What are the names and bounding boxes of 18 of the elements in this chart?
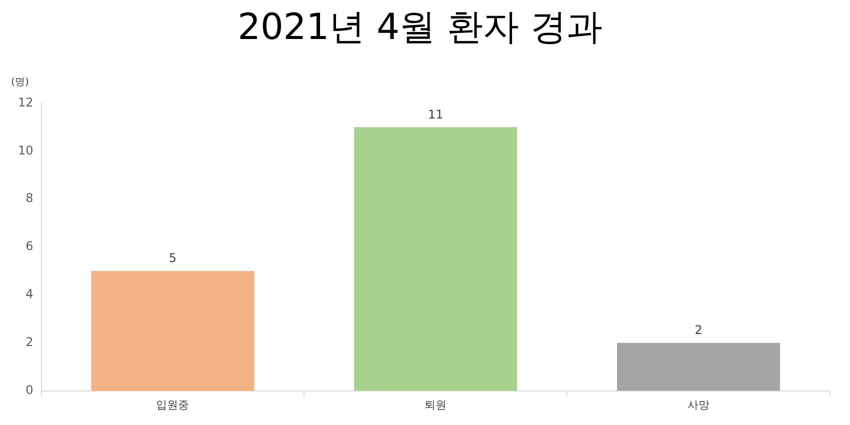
y-axis-title: (명) (11, 76, 29, 88)
x-tick-label: 사망 (688, 398, 710, 412)
bar (91, 270, 254, 391)
y-tick-label: 0 (26, 382, 34, 397)
data-label: 2 (694, 322, 702, 337)
data-label: 5 (168, 251, 177, 266)
y-tick-label: 2 (26, 334, 34, 349)
bar (617, 342, 780, 391)
y-tick-label: 4 (26, 287, 34, 302)
x-tick-label: 입원중 (156, 398, 190, 412)
y-tick-label: 8 (26, 191, 34, 206)
y-tick-label: 6 (26, 239, 34, 254)
data-label: 11 (428, 107, 444, 122)
y-tick-label: 10 (18, 143, 34, 158)
x-tick-label: 퇴원 (424, 398, 447, 412)
chart-title: 2021년 4월 환자 경과 (238, 6, 602, 48)
y-tick-label: 12 (18, 95, 34, 110)
bar (354, 127, 518, 391)
